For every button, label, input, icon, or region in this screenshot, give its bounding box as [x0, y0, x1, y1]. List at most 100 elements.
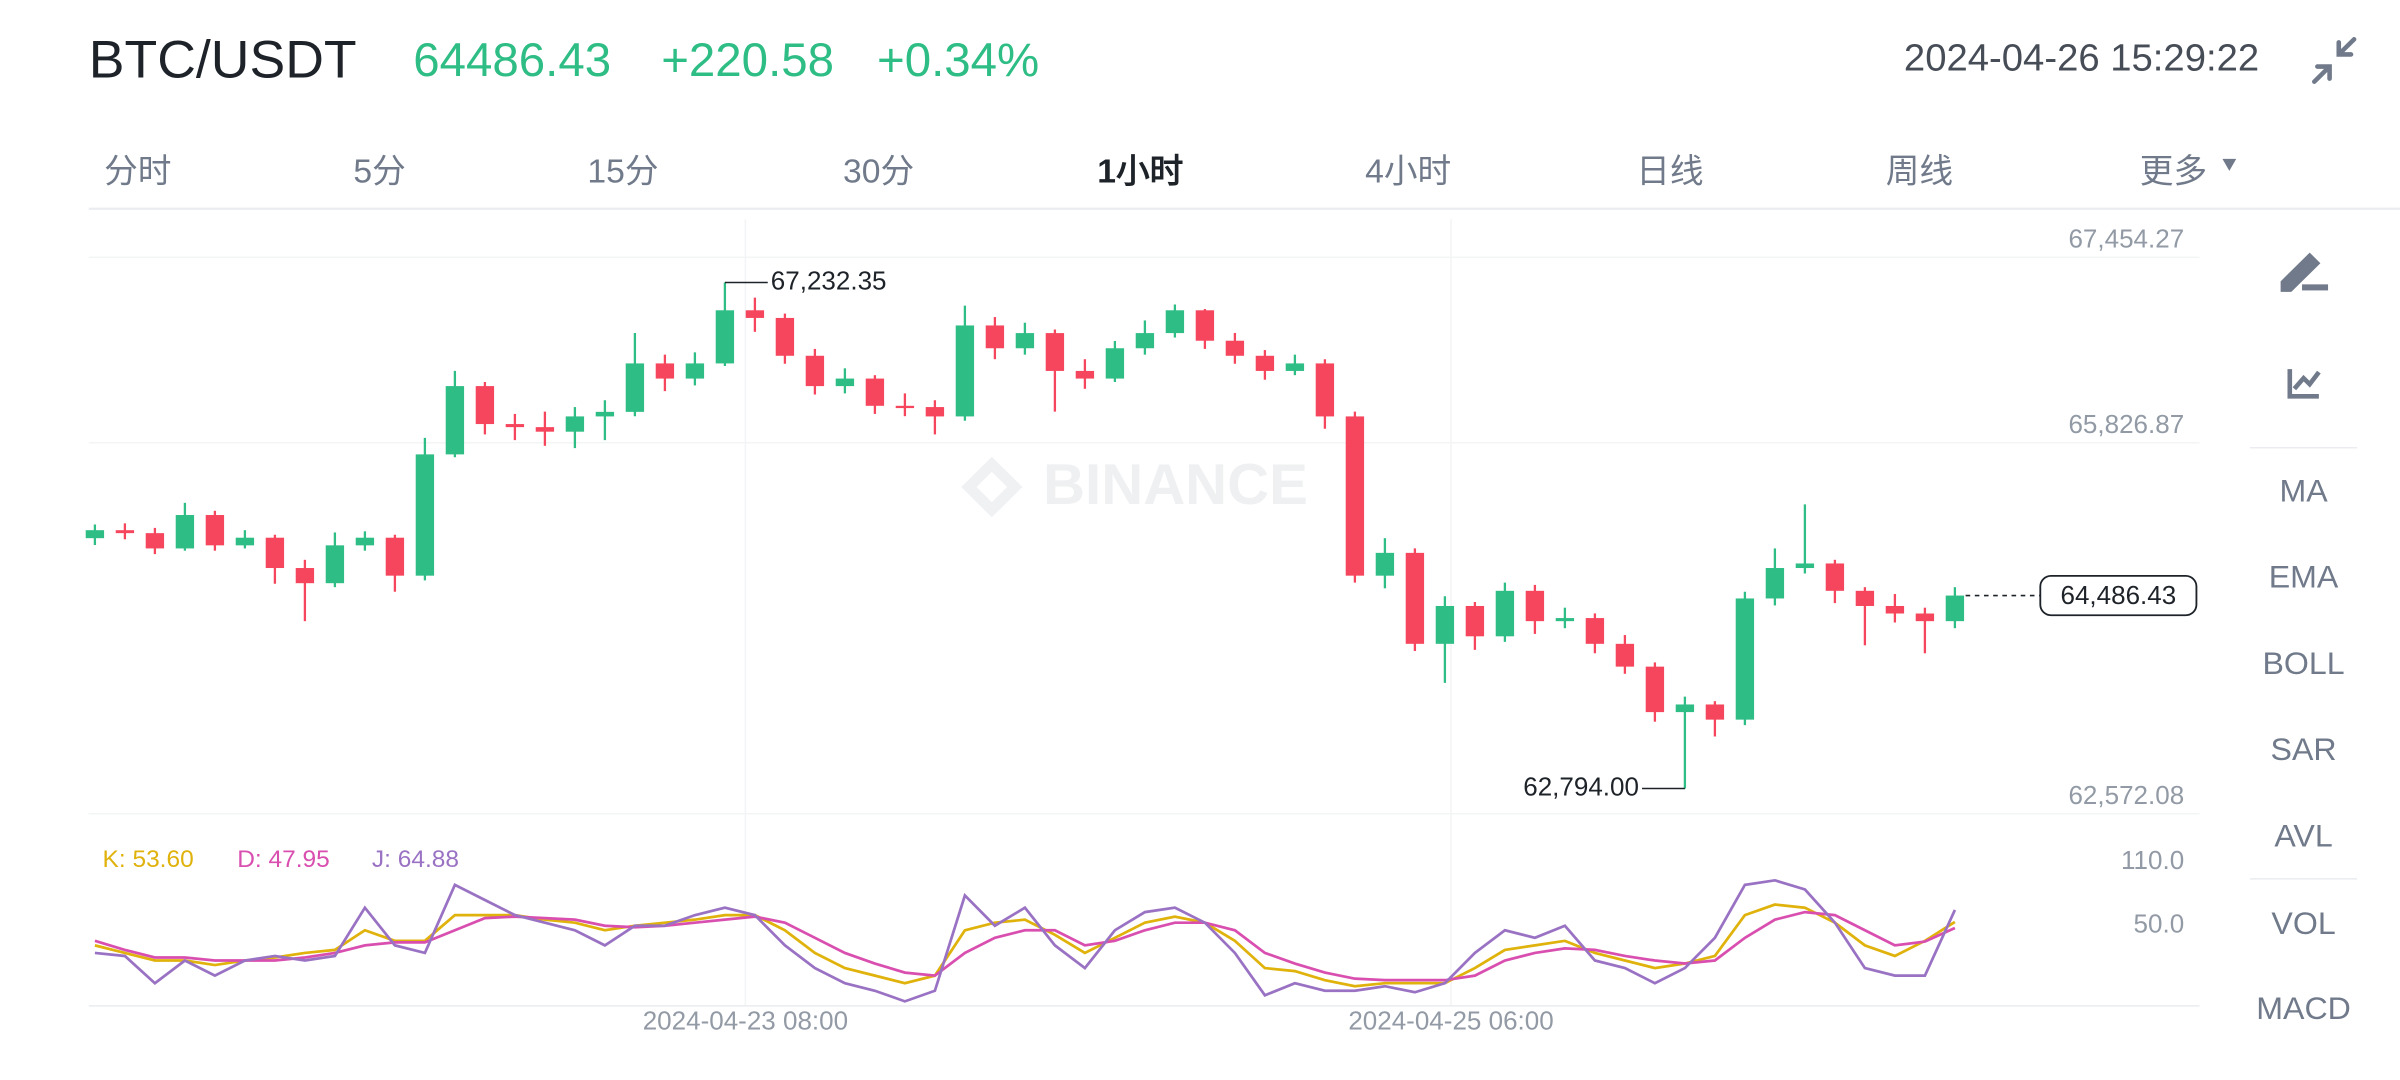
candle-body	[1045, 333, 1065, 371]
candle-body	[775, 317, 795, 356]
candle-body	[745, 310, 765, 318]
legend-entry: J: 64.88	[372, 846, 459, 873]
candle-body	[535, 427, 555, 432]
candle-body	[685, 363, 705, 379]
symbol: BTC/USDT	[89, 31, 357, 90]
candle-body	[1255, 355, 1275, 371]
candle-body	[415, 454, 435, 576]
price-change: +220.58	[661, 33, 834, 86]
y-tick-label: 110.0	[2121, 847, 2184, 875]
candle-body	[955, 325, 975, 417]
candle-body	[1435, 605, 1455, 644]
min-label: 62,794.00	[1523, 773, 1639, 801]
timeframe-tabs: 分时 5分 15分 30分 1小时 4小时 日线 周线 更多	[104, 154, 2207, 191]
candle-body	[1885, 605, 1905, 614]
timeframe-tab[interactable]: 30分	[843, 154, 914, 191]
max-label: 67,232.35	[771, 267, 887, 295]
timeframe-tab[interactable]: 15分	[587, 154, 658, 191]
candle-body	[985, 325, 1005, 349]
indicator-tool-button[interactable]	[2287, 369, 2321, 399]
candle-body	[865, 378, 885, 406]
candle-body	[1405, 552, 1425, 644]
candle-body	[445, 386, 465, 455]
candle-body	[895, 405, 915, 409]
candle-body	[505, 424, 525, 428]
candle-body	[295, 568, 315, 584]
timeframe-tab[interactable]: 周线	[1886, 154, 1953, 191]
candle-body	[1015, 333, 1035, 349]
candle-body	[1495, 590, 1515, 637]
candle-body	[715, 310, 735, 364]
candle-body	[175, 515, 195, 549]
timeframe-tab[interactable]: 更多	[2140, 154, 2207, 191]
candle-body	[1765, 568, 1785, 599]
indicator-button[interactable]: VOL	[2271, 905, 2335, 941]
candle-body	[1585, 618, 1605, 644]
indicator-button[interactable]: SAR	[2271, 731, 2337, 767]
timeframe-tab[interactable]: 分时	[104, 154, 171, 191]
candle-body	[1465, 605, 1485, 637]
candle-body	[265, 537, 285, 569]
x-tick-label: 2024-04-25 06:00	[1348, 1007, 1553, 1035]
y-tick-label: 50.0	[2134, 911, 2185, 939]
datetime: 2024-04-26 15:29:22	[1904, 38, 2259, 80]
candle-body	[1645, 666, 1665, 713]
candle-body	[1855, 590, 1875, 606]
candle-body	[1075, 370, 1095, 379]
indicator-button[interactable]: MACD	[2256, 990, 2351, 1026]
candle-body	[1615, 643, 1635, 667]
timeframe-tab[interactable]: 5分	[353, 154, 405, 191]
x-tick-label: 2024-04-23 08:00	[643, 1007, 848, 1035]
y-tick-label: 67,454.27	[2068, 226, 2184, 254]
y-tick-label: 62,572.08	[2068, 782, 2184, 810]
candle-body	[355, 537, 375, 546]
indicator-line	[94, 903, 1956, 988]
last-price: 64486.43	[413, 33, 611, 86]
candle-body	[385, 537, 405, 576]
timeframe-tab[interactable]: 4小时	[1365, 154, 1451, 191]
candle-body	[1915, 613, 1935, 622]
timeframe-tab[interactable]: 1小时	[1097, 154, 1183, 191]
candle-body	[475, 386, 495, 425]
candle-body	[325, 545, 345, 584]
candle-body	[1825, 563, 1845, 591]
candle-body	[1525, 590, 1545, 622]
candle-body	[925, 407, 945, 417]
indicator-line	[94, 878, 1957, 1003]
candle-body	[1315, 363, 1335, 417]
candle-body	[145, 533, 165, 549]
candle-body	[1375, 552, 1395, 576]
indicator-list: MA EMA BOLL SAR AVL VOL MACD	[2256, 473, 2351, 1026]
indicator-button[interactable]: MA	[2279, 473, 2328, 509]
last-price-label: 64,486.43	[2061, 582, 2177, 610]
price-change-pct: +0.34%	[877, 33, 1039, 86]
candle-body	[655, 363, 675, 379]
last-price-box	[2039, 574, 2198, 617]
collapse-button[interactable]	[2311, 37, 2357, 84]
candle-body	[1675, 704, 1695, 713]
candle-body	[805, 355, 825, 387]
legend-entry: K: 53.60	[103, 846, 194, 873]
candle-body	[1705, 704, 1725, 720]
indicator-button[interactable]: BOLL	[2262, 645, 2344, 681]
candle-body	[205, 515, 225, 546]
indicator-line	[94, 910, 1956, 982]
y-tick-label: 65,826.87	[2068, 411, 2184, 439]
draw-tool-button[interactable]	[2280, 252, 2329, 292]
watermark	[961, 456, 1023, 518]
watermark-text: BINANCE	[1043, 453, 1308, 517]
candle-body	[1225, 340, 1245, 356]
candle-body	[835, 378, 855, 387]
candle-body	[1345, 416, 1365, 576]
indicator-button[interactable]: AVL	[2274, 818, 2332, 854]
more-caret[interactable]	[2222, 158, 2237, 171]
candle-body	[1195, 310, 1215, 341]
timeframe-tab[interactable]: 日线	[1636, 154, 1703, 191]
candle-body	[1945, 595, 1965, 622]
candle-body	[1105, 348, 1125, 379]
candle-body	[85, 530, 105, 539]
candle-body	[1285, 363, 1305, 371]
candle-body	[235, 537, 255, 546]
indicator-button[interactable]: EMA	[2269, 559, 2339, 595]
